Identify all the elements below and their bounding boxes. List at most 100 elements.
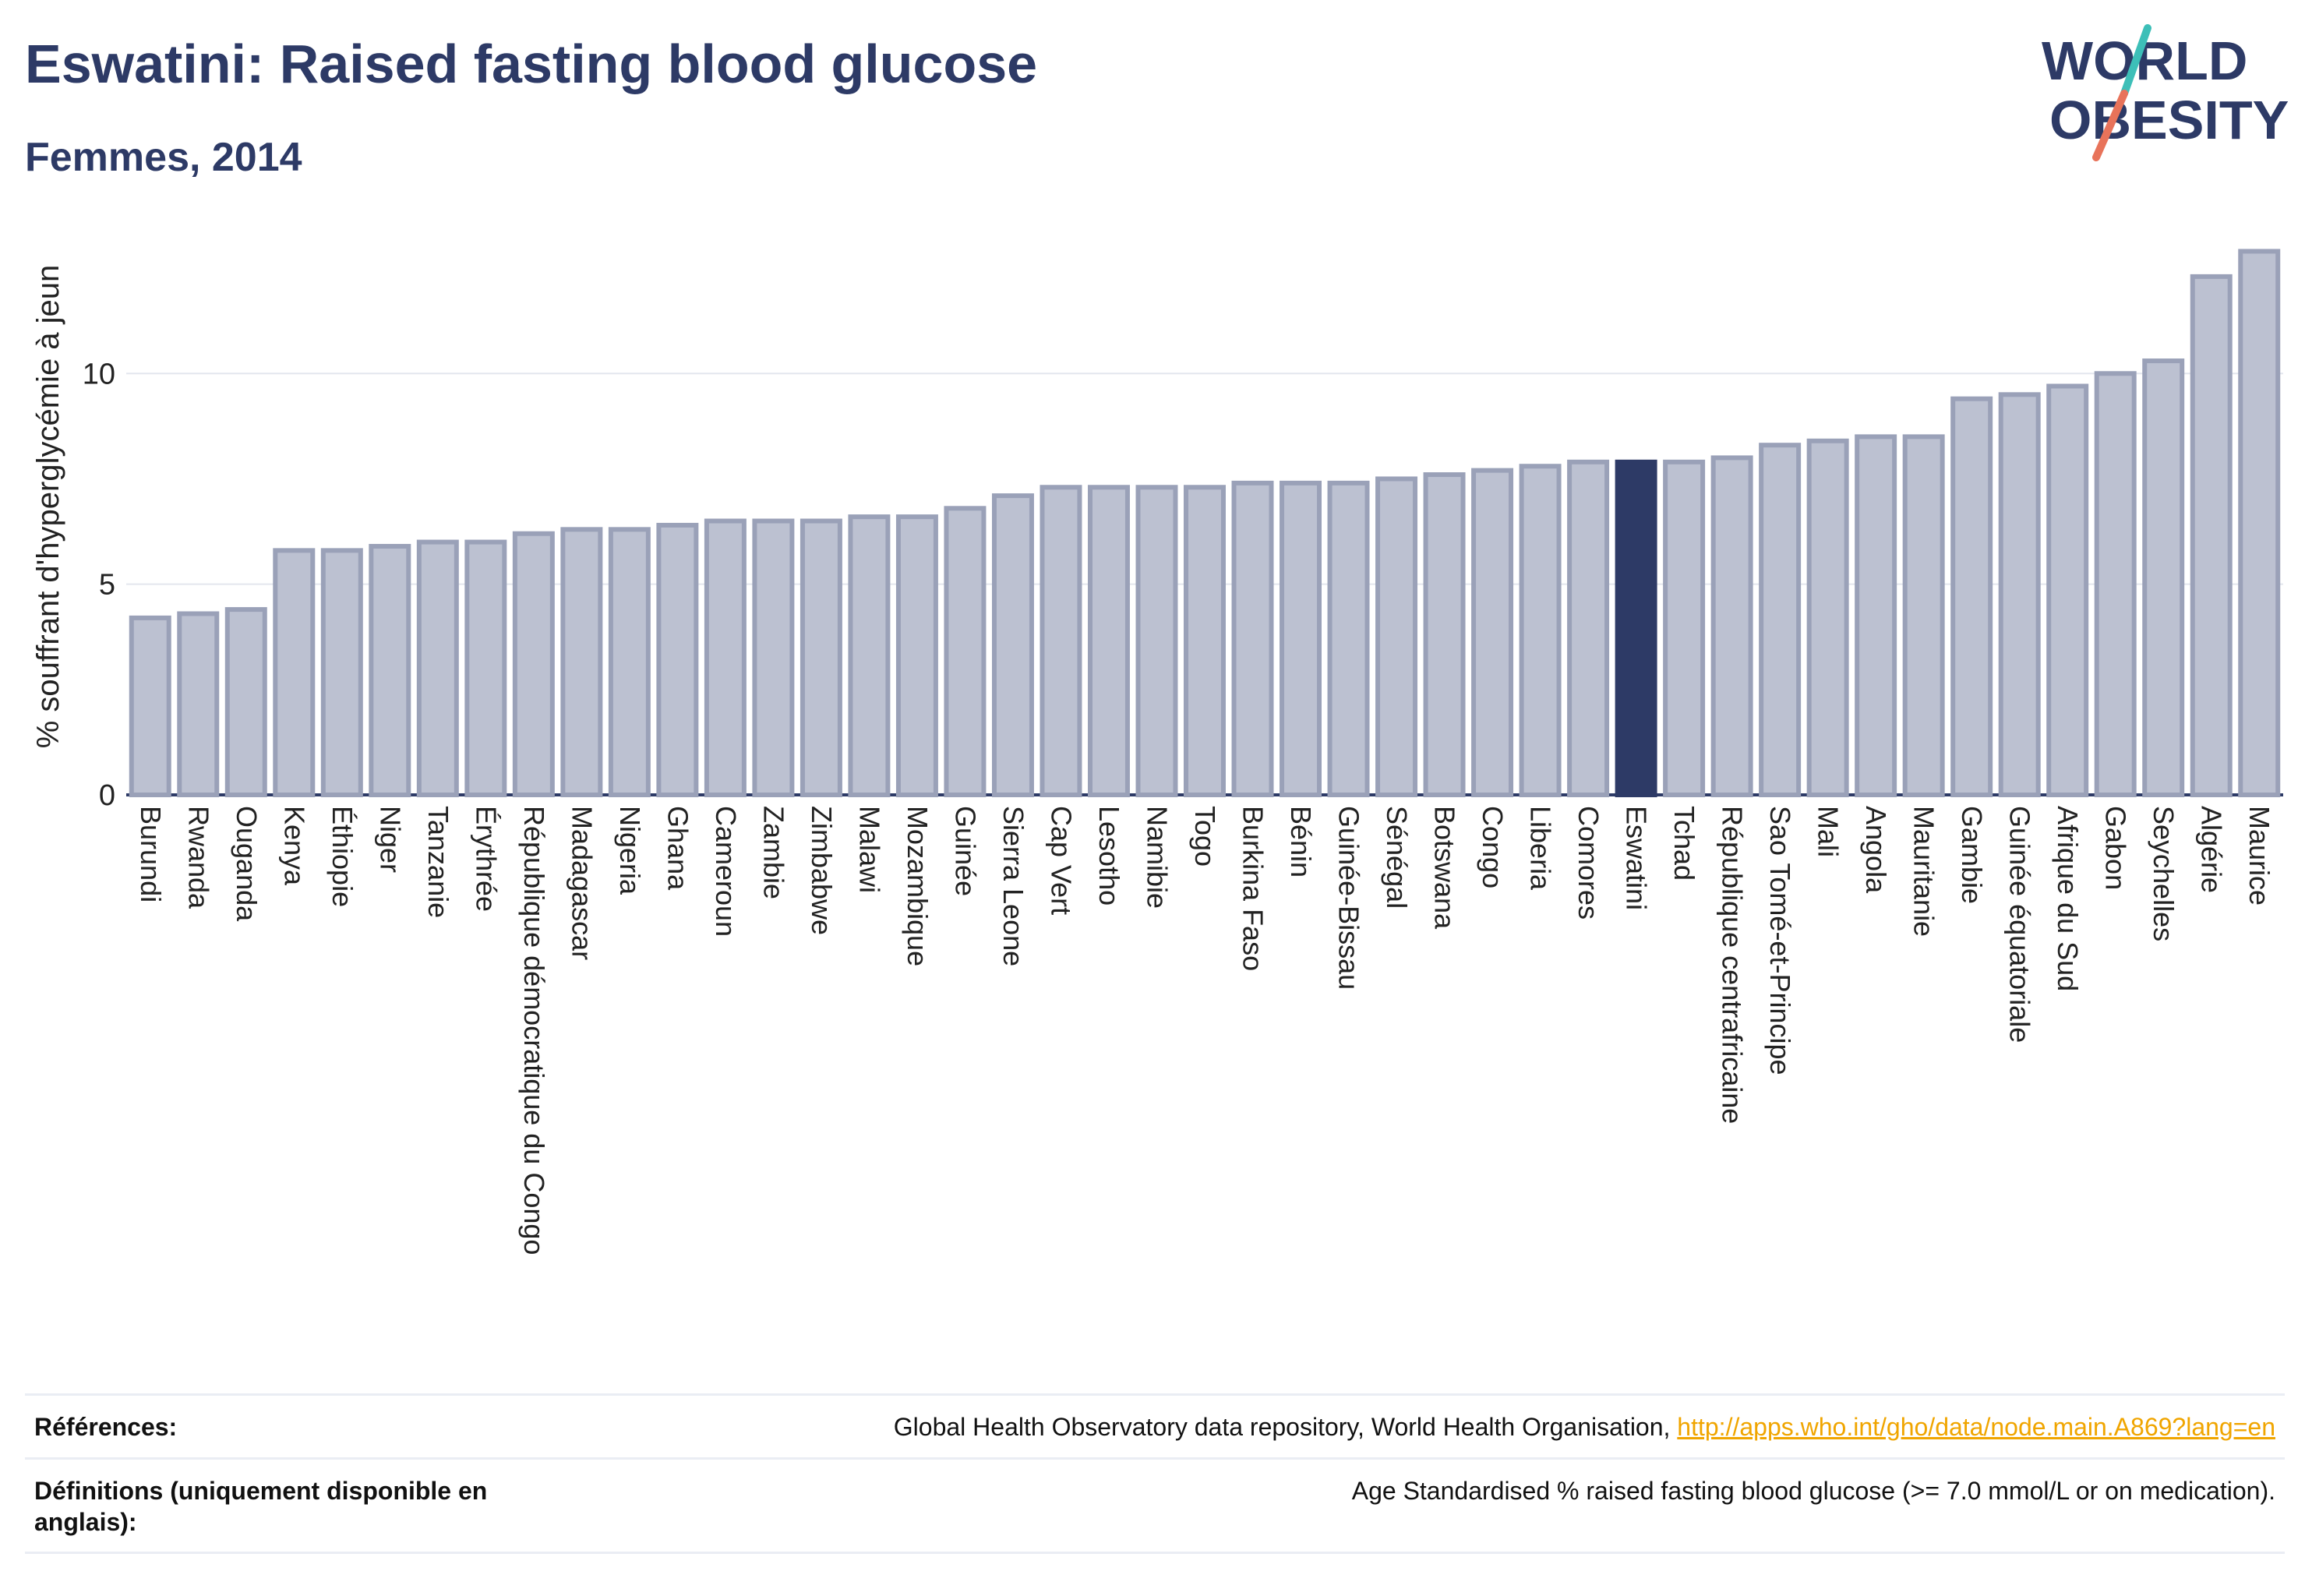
chart-title: Eswatini: Raised fasting blood glucose <box>25 34 1038 94</box>
y-tick-labels: 0 5 10 <box>83 358 115 812</box>
bar-gambie <box>1950 396 1993 797</box>
x-tick-label: Kenya <box>278 806 310 886</box>
bar-cap-vert <box>1040 485 1082 798</box>
x-tick-label: Gambie <box>1956 806 1988 904</box>
bar-république-démocratique-du-congo <box>512 531 555 797</box>
x-tick-label: Guinée-Bissau <box>1333 806 1365 990</box>
bar-congo <box>1471 468 1514 797</box>
bar-érythrée <box>464 539 507 797</box>
x-tick-label: Lesotho <box>1093 806 1125 906</box>
x-tick-label: Togo <box>1189 806 1221 867</box>
x-tick-label: Guinée <box>949 806 981 896</box>
bar-guinée-équatoriale <box>1998 392 2041 797</box>
references-link[interactable]: http://apps.who.int/gho/data/node.main.A… <box>1677 1412 2275 1441</box>
references-source: Global Health Observatory data repositor… <box>893 1412 1678 1441</box>
definitions-text: Age Standardised % raised fasting blood … <box>1351 1477 2275 1505</box>
bar-gabon <box>2094 371 2137 797</box>
x-tick-label: Sierra Leone <box>997 806 1029 966</box>
bar-tanzanie <box>416 539 459 797</box>
x-tick-label: Tchad <box>1668 806 1700 881</box>
bar-maurice <box>2238 249 2281 797</box>
bars <box>129 249 2281 798</box>
bar-algérie <box>2190 274 2233 797</box>
bar-seychelles <box>2142 358 2185 797</box>
bar-mauritanie <box>1902 434 1945 797</box>
references-row: Références: Global Health Observatory da… <box>25 1393 2285 1457</box>
x-tick-label: Rwanda <box>182 806 214 909</box>
logo-line2: OBESITY <box>2049 90 2289 150</box>
x-tick-label: Cap Vert <box>1045 806 1077 915</box>
bar-rwanda <box>177 611 220 798</box>
x-tick-label: Érythrée <box>470 806 502 912</box>
x-tick-label: Namibie <box>1141 806 1173 909</box>
bar-burundi <box>129 615 171 798</box>
bar-cameroun <box>704 518 747 797</box>
y-tick-label: 0 <box>99 779 115 812</box>
x-tick-label: Burkina Faso <box>1237 806 1269 971</box>
bar-lesotho <box>1087 485 1130 798</box>
bar-tchad <box>1663 459 1706 797</box>
x-tick-label: Mozambique <box>902 806 934 966</box>
chart-subtitle: Femmes, 2014 <box>25 135 302 180</box>
references-label: Références: <box>34 1412 178 1441</box>
bar-sierra-leone <box>991 493 1034 798</box>
references-text: Global Health Observatory data repositor… <box>894 1411 2275 1442</box>
logo-slash-teal <box>2120 24 2151 97</box>
bar-togo <box>1184 485 1226 798</box>
bar-eswatini <box>1615 459 1657 797</box>
definitions-label: Définitions (uniquement disponible en an… <box>34 1477 488 1536</box>
bar-liberia <box>1519 464 1562 797</box>
x-tick-label: Éthiopie <box>327 806 358 907</box>
x-tick-label: Afrique du Sud <box>2052 806 2084 991</box>
x-tick-label: Sénégal <box>1381 806 1413 909</box>
x-tick-label: Seychelles <box>2148 806 2180 941</box>
bar-sénégal <box>1375 476 1418 797</box>
bar-république-centrafricaine <box>1710 455 1753 797</box>
y-tick-label: 5 <box>99 569 115 602</box>
x-tick-label: Tanzanie <box>422 806 454 918</box>
x-tick-label: Eswatini <box>1621 806 1653 910</box>
bar-malawi <box>848 514 891 797</box>
x-tick-label: Angola <box>1860 806 1892 894</box>
y-tick-label: 10 <box>83 358 115 390</box>
bar-chart: 0 5 10 Burundi Rwanda Ouganda Kenya Éthiopie Ni… <box>31 249 2283 1255</box>
x-tick-label: Sao Tomé-et-Principe <box>1764 806 1796 1075</box>
y-axis-label: % souffrant d'hyperglycémie à jeun <box>31 265 65 749</box>
x-tick-label: Nigeria <box>614 806 646 895</box>
x-tick-label: Gabon <box>2100 806 2132 890</box>
x-tick-label: Mauritanie <box>1908 806 1940 937</box>
x-tick-label: Cameroun <box>710 806 742 937</box>
bar-madagascar <box>560 527 603 797</box>
bar-sao-tomé-et-principe <box>1759 443 1802 797</box>
bar-zambie <box>752 518 795 797</box>
bar-burkina-faso <box>1231 480 1274 798</box>
x-tick-labels: Burundi Rwanda Ouganda Kenya Éthiopie Niger Ta… <box>135 806 2275 1255</box>
footer: Références: Global Health Observatory da… <box>25 1393 2285 1554</box>
x-tick-label: Zimbabwe <box>806 806 838 935</box>
x-tick-label: Bénin <box>1285 806 1317 877</box>
x-tick-label: République démocratique du Congo <box>518 806 550 1255</box>
bar-namibie <box>1135 485 1178 798</box>
x-tick-label: Malawi <box>853 806 885 893</box>
x-tick-label: Botswana <box>1429 806 1461 930</box>
bar-zimbabwe <box>800 518 842 797</box>
x-tick-label: Liberia <box>1525 806 1557 891</box>
bar-guinée-bissau <box>1327 480 1370 798</box>
x-tick-label: Congo <box>1477 806 1509 888</box>
bar-angola <box>1855 434 1897 797</box>
x-tick-label: Mali <box>1813 806 1844 857</box>
x-tick-label: Madagascar <box>566 806 598 960</box>
bar-guinée <box>944 506 987 798</box>
world-obesity-logo: WORLD OBESITY <box>2042 24 2289 161</box>
logo-slash-red <box>2092 90 2128 161</box>
x-tick-label: Ouganda <box>231 806 263 922</box>
bar-bénin <box>1280 480 1322 798</box>
x-tick-label: Guinée équatoriale <box>2004 806 2036 1043</box>
x-tick-label: Ghana <box>662 806 694 891</box>
x-tick-label: Maurice <box>2243 806 2275 906</box>
bar-afrique-du-sud <box>2046 383 2089 797</box>
bar-mali <box>1806 438 1849 797</box>
x-tick-label: Burundi <box>135 806 167 902</box>
bar-nigeria <box>608 527 651 797</box>
x-tick-label: Niger <box>374 806 406 873</box>
